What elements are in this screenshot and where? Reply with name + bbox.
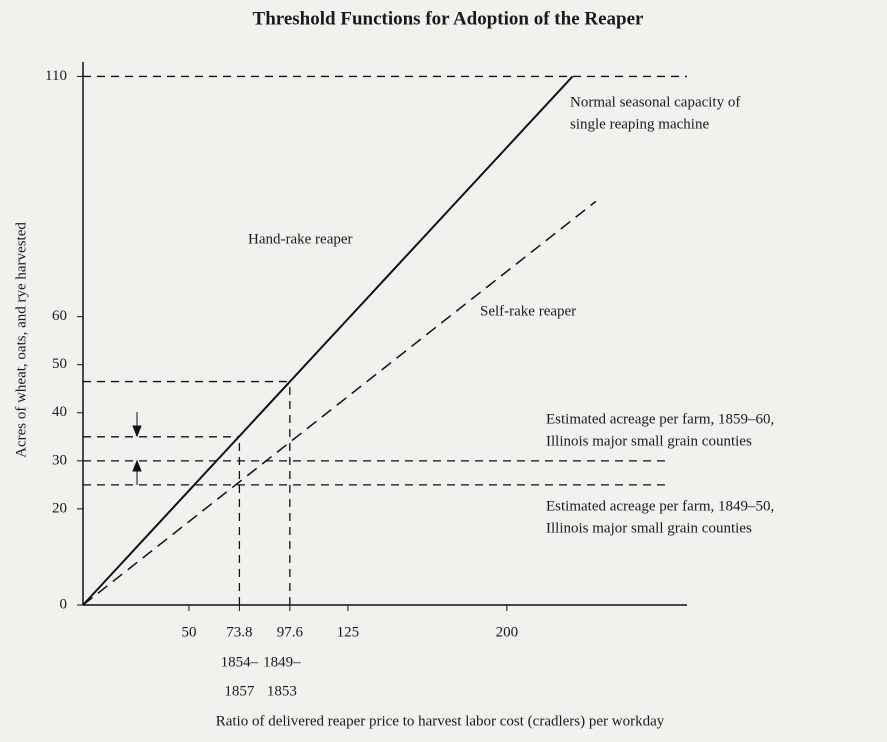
- annotation: 1853: [267, 683, 297, 699]
- annotation: Illinois major small grain counties: [546, 433, 752, 449]
- annotation: Normal seasonal capacity of: [570, 94, 740, 110]
- x-axis-label: Ratio of delivered reaper price to harve…: [216, 713, 665, 729]
- series-line: [82, 200, 597, 606]
- y-tick-label: 50: [52, 356, 67, 372]
- y-tick-label: 40: [52, 404, 67, 420]
- x-tick-label: 73.8: [226, 624, 252, 640]
- series-line: [82, 75, 574, 606]
- annotation: Estimated acreage per farm, 1859–60,: [546, 411, 774, 427]
- annotation: single reaping machine: [570, 116, 709, 132]
- chart-title: Threshold Functions for Adoption of the …: [253, 8, 645, 29]
- x-tick-label: 50: [181, 624, 196, 640]
- y-tick-label: 20: [52, 500, 67, 516]
- annotation: Illinois major small grain counties: [546, 520, 752, 536]
- x-tick-label: 200: [496, 624, 519, 640]
- x-tick-label: 125: [337, 624, 360, 640]
- annotation: 1857: [224, 683, 255, 699]
- y-tick-label: 0: [60, 596, 68, 612]
- y-tick-label: 110: [45, 68, 67, 84]
- annotation: Estimated acreage per farm, 1849–50,: [546, 498, 774, 514]
- series-label: Self-rake reaper: [480, 303, 576, 319]
- annotation: 1854–: [221, 654, 259, 670]
- y-tick-label: 60: [52, 308, 67, 324]
- x-tick-label: 97.6: [277, 624, 304, 640]
- arrow: [132, 412, 142, 485]
- y-tick-label: 30: [52, 452, 67, 468]
- annotation: 1849–: [263, 654, 301, 670]
- y-axis-label: Acres of wheat, oats, and rye harvested: [13, 222, 29, 458]
- series-label: Hand-rake reaper: [248, 231, 353, 247]
